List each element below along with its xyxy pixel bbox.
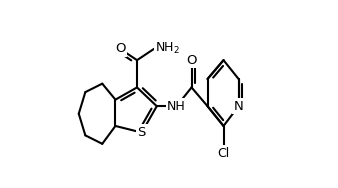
Text: Cl: Cl [217,147,230,160]
Text: N: N [234,100,243,113]
Text: NH: NH [167,100,186,113]
Text: O: O [186,54,197,67]
Text: O: O [115,42,125,55]
Text: NH$_2$: NH$_2$ [155,41,180,56]
Text: S: S [138,126,146,139]
